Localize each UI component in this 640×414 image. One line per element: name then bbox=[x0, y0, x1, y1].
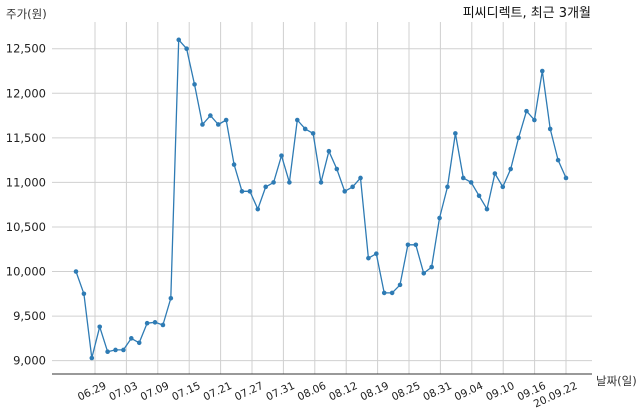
x-axis-label: 날짜(일) bbox=[596, 374, 637, 388]
y-tick-label: 11,000 bbox=[6, 175, 46, 189]
data-point bbox=[445, 184, 450, 190]
data-point bbox=[255, 206, 261, 212]
y-tick-label: 12,500 bbox=[6, 42, 46, 56]
data-point bbox=[437, 215, 442, 221]
data-point bbox=[113, 347, 118, 353]
data-point bbox=[500, 184, 506, 190]
data-point bbox=[279, 153, 284, 158]
data-point bbox=[73, 269, 79, 274]
x-tick-label: 08.06 bbox=[296, 380, 329, 404]
series bbox=[73, 37, 569, 361]
data-point bbox=[160, 322, 166, 328]
data-point bbox=[208, 113, 213, 118]
x-tick-label: 07.21 bbox=[202, 380, 234, 404]
data-point bbox=[421, 271, 427, 276]
data-point bbox=[508, 166, 513, 172]
data-point bbox=[524, 108, 529, 114]
data-point bbox=[121, 347, 126, 353]
data-point bbox=[389, 290, 395, 296]
data-point bbox=[468, 180, 474, 185]
x-tick-labels: 06.29 07.03 07.09 07.15 07.21 07.27 07.31 08.06… bbox=[76, 380, 579, 411]
data-point bbox=[247, 189, 253, 194]
y-tick-label: 12,000 bbox=[6, 86, 46, 100]
y-tick-label: 9,500 bbox=[13, 309, 46, 323]
data-point bbox=[539, 68, 545, 74]
data-point bbox=[318, 180, 324, 185]
data-point bbox=[239, 189, 245, 194]
data-point bbox=[231, 162, 237, 167]
data-point bbox=[129, 336, 134, 341]
x-tick-label: 07.15 bbox=[170, 380, 202, 404]
series-line bbox=[75, 39, 567, 359]
data-point bbox=[192, 82, 197, 87]
data-point bbox=[326, 148, 332, 154]
data-point bbox=[105, 349, 110, 355]
y-tick-labels: 9,000 9,500 10,000 10,500 11,000 11,500 12,000… bbox=[6, 42, 46, 368]
x-tick-label: 08.31 bbox=[421, 380, 453, 404]
x-tick-label: 08.12 bbox=[327, 380, 359, 404]
data-point bbox=[310, 131, 316, 136]
data-point bbox=[476, 193, 482, 199]
data-point bbox=[547, 126, 553, 132]
data-point bbox=[516, 135, 521, 141]
data-point bbox=[429, 264, 434, 270]
data-point bbox=[215, 122, 221, 127]
data-point bbox=[302, 126, 308, 132]
data-point bbox=[374, 251, 379, 256]
data-point bbox=[81, 291, 87, 297]
data-point bbox=[350, 184, 355, 190]
grid bbox=[52, 22, 592, 374]
x-tick-label: 07.27 bbox=[233, 380, 265, 404]
y-tick-label: 9,000 bbox=[13, 354, 46, 368]
data-point bbox=[263, 184, 268, 190]
data-point bbox=[453, 131, 458, 136]
data-point bbox=[168, 295, 174, 301]
data-point bbox=[381, 290, 387, 296]
x-tick-label: 07.31 bbox=[264, 380, 296, 404]
data-point bbox=[334, 166, 340, 172]
x-tick-label: 08.19 bbox=[359, 380, 391, 404]
data-point bbox=[223, 117, 229, 123]
data-point bbox=[342, 189, 348, 194]
chart-title: 피씨디렉트, 최근 3개월 bbox=[463, 6, 591, 21]
x-tick-label: 09.10 bbox=[484, 380, 516, 404]
data-point bbox=[532, 117, 537, 123]
x-tick-label: 07.09 bbox=[139, 380, 171, 404]
y-tick-label: 10,500 bbox=[6, 220, 46, 234]
data-point bbox=[405, 242, 411, 248]
x-tick-label: 07.03 bbox=[107, 380, 139, 404]
data-point bbox=[152, 320, 158, 325]
y-tick-label: 10,000 bbox=[6, 265, 46, 279]
data-point bbox=[492, 171, 498, 176]
data-point bbox=[271, 180, 276, 185]
y-axis-label: 주가(원) bbox=[6, 7, 47, 21]
data-point bbox=[358, 175, 363, 181]
data-point bbox=[484, 206, 490, 212]
data-point bbox=[413, 242, 419, 248]
data-point bbox=[97, 324, 103, 330]
data-point bbox=[563, 175, 569, 181]
x-tick-label: 09.04 bbox=[453, 380, 486, 404]
x-tick-label: 08.25 bbox=[390, 380, 422, 404]
data-point bbox=[366, 255, 371, 261]
data-point bbox=[136, 340, 142, 346]
y-tick-label: 11,500 bbox=[6, 131, 46, 145]
data-point bbox=[200, 122, 205, 127]
data-point bbox=[184, 46, 189, 52]
data-point bbox=[176, 37, 182, 43]
data-point bbox=[555, 157, 561, 163]
data-point bbox=[144, 320, 150, 326]
data-point bbox=[397, 282, 403, 288]
data-point bbox=[460, 175, 466, 181]
data-point bbox=[89, 355, 95, 361]
data-point bbox=[287, 180, 292, 185]
data-point bbox=[294, 117, 300, 123]
x-tick-label: 06.29 bbox=[76, 380, 108, 404]
